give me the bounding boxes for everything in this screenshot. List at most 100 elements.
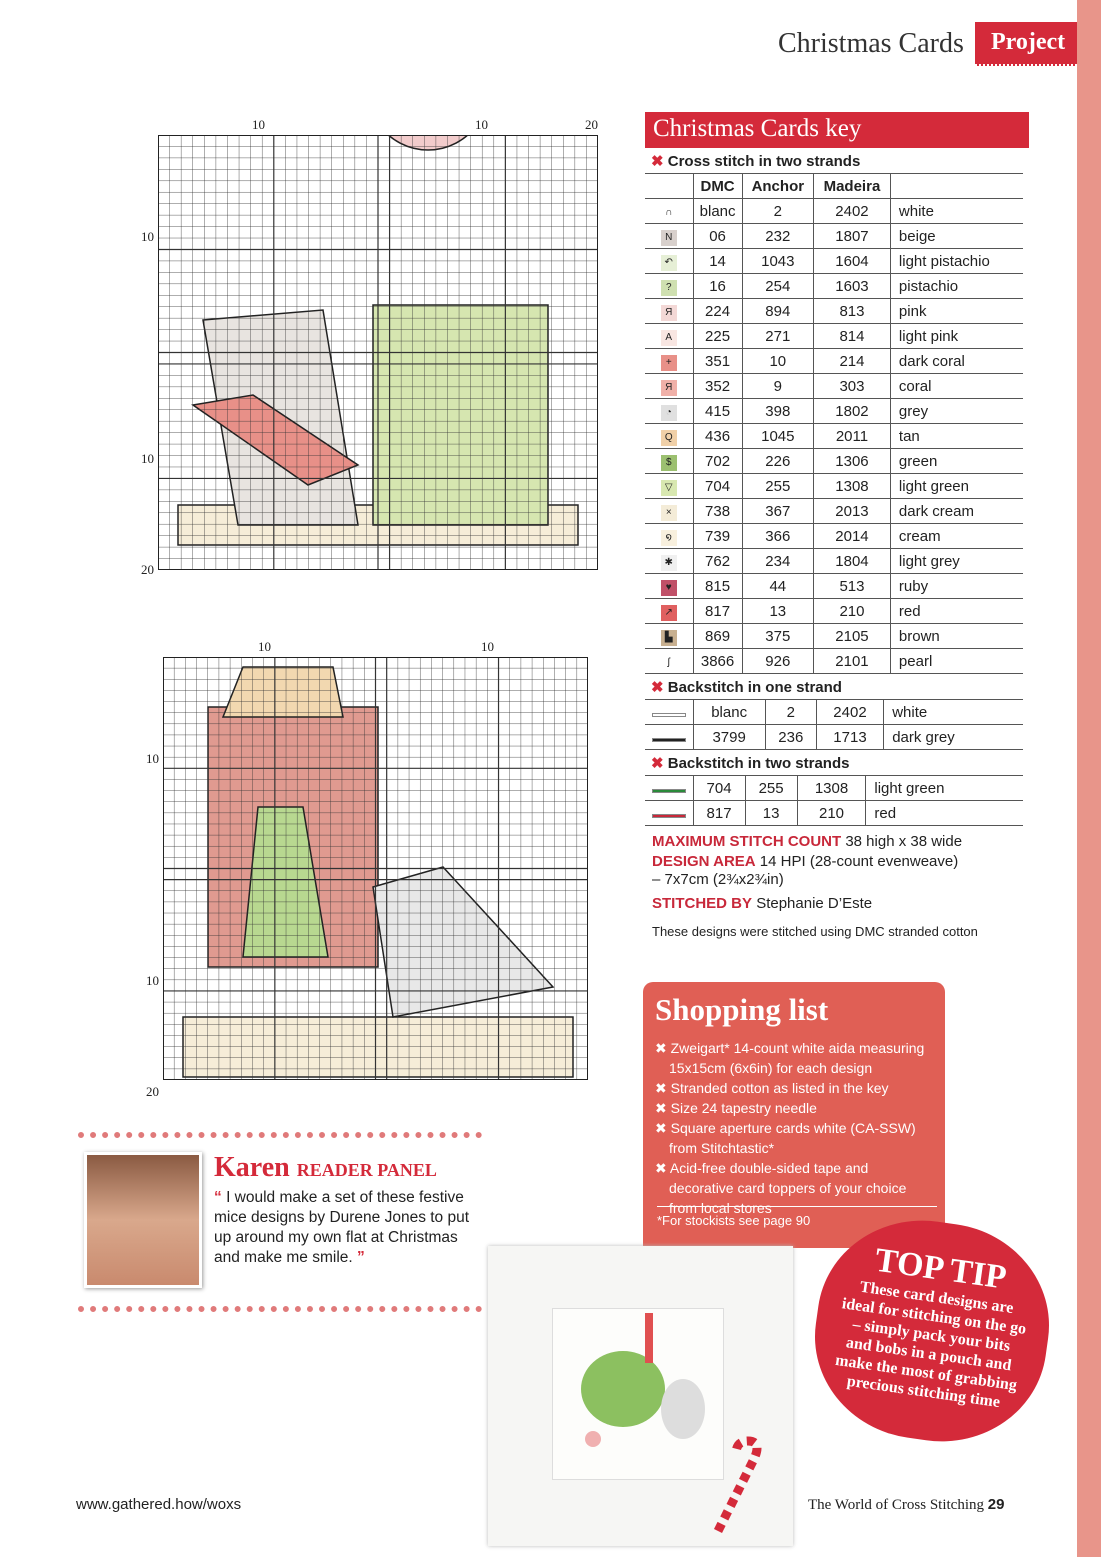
shopping-list: Shopping list ✖ Zweigart* 14-count white… [643,982,945,1248]
name-text: Karen [214,1152,290,1183]
shopping-item: ✖ Size 24 tapestry needle [655,1098,933,1118]
symbol-cell: ▽ [645,473,694,499]
backstitch-one-heading: ✖ Backstitch in one strand [645,674,1029,699]
symbol-swatch-icon: ↶ [660,254,677,271]
cell-anchor: 894 [742,298,814,324]
cell-anchor: 234 [742,548,814,574]
key-row: 817 13 210 red [645,800,1023,826]
key-row: Я 352 9 303 coral [645,373,1023,399]
magazine-name: The World of Cross Stitching [808,1497,985,1513]
card-aperture [552,1308,724,1480]
key-title: Christmas Cards key [645,112,1029,148]
symbol-cell: N [645,223,694,249]
symbol-swatch-icon: N [660,229,677,246]
symbol-cell: Я [645,373,694,399]
chart2-left-label: 10 [146,973,159,988]
chart1-left-label: 10 [141,229,154,244]
cell-anchor: 366 [742,523,814,549]
cell-anchor: 236 [765,724,817,750]
green-tree [242,806,329,958]
cell-madeira: 1308 [797,775,867,801]
key-row: ▽ 704 255 1308 light green [645,473,1023,499]
symbol-swatch-icon: ʃ [660,654,677,671]
cross-stitch-heading: ✖ Cross stitch in two strands [645,148,1029,173]
key-row: N 06 232 1807 beige [645,223,1023,249]
grey-mouse [372,866,555,1018]
key-row: ◔ 415 398 1802 grey [645,398,1023,424]
col-anchor: Anchor [742,173,814,199]
chart1-top-label: 10 [252,117,265,132]
cell-name: beige [890,223,1023,249]
cell-anchor: 254 [742,273,814,299]
stitched-by-value: Stephanie D’Este [756,895,873,912]
item-text: Acid-free double-sided tape and decorati… [669,1160,907,1216]
backstitch-line-icon [651,712,686,717]
section-title: Christmas Cards [778,28,964,59]
cell-dmc: 224 [693,298,743,324]
symbol-cell: ໑ [645,523,694,549]
cell-anchor: 44 [742,573,814,599]
area-size: – 7x7cm (2¾x2¾in) [652,871,784,888]
shopping-item: ✖ Zweigart* 14-count white aida measurin… [655,1038,933,1078]
cross-icon: ✖ [651,755,668,772]
shopping-item: ✖ Stranded cotton as listed in the key [655,1078,933,1098]
cell-name: light green [865,775,1023,801]
symbol-cell: ∩ [645,198,694,224]
cell-dmc: 817 [693,800,746,826]
reader-panel: Karen READER PANEL “ I would make a set … [78,1132,482,1312]
cell-madeira: 813 [813,298,891,324]
item-text: Size 24 tapestry needle [670,1100,817,1116]
symbol-swatch-icon: Q [660,429,677,446]
cell-name: pistachio [890,273,1023,299]
cell-name: light grey [890,548,1023,574]
candy-cane-icon [713,1436,762,1534]
cream-ground [182,1016,574,1078]
cell-madeira: 210 [797,800,867,826]
cell-anchor: 2 [742,198,814,224]
cell-name: light pistachio [890,248,1023,274]
backstitch-one-table: blanc 2 2402 white 3799 236 1713 dark grey [645,699,1023,750]
cross-icon: ✖ [651,679,668,696]
footer-url[interactable]: www.gathered.how/woxs [76,1496,242,1513]
key-row: ♥ 815 44 513 ruby [645,573,1023,599]
symbol-swatch-icon: ◔ [660,404,677,421]
reader-quote: “ I would make a set of these festive mi… [214,1188,476,1268]
symbol-cell: × [645,498,694,524]
symbol-swatch-icon: A [660,329,677,346]
cell-name: green [890,448,1023,474]
key-row: ? 16 254 1603 pistachio [645,273,1023,299]
key-row: ໑ 739 366 2014 cream [645,523,1023,549]
cell-dmc: 815 [693,573,743,599]
cell-dmc: 415 [693,398,743,424]
close-quote-icon: ” [352,1249,365,1266]
cell-dmc: 869 [693,623,743,649]
key-row: 3799 236 1713 dark grey [645,724,1023,750]
symbol-cell [645,724,694,750]
area-label: DESIGN AREA [652,853,756,870]
cell-madeira: 2402 [813,198,891,224]
key-row: ✱ 762 234 1804 light grey [645,548,1023,574]
cell-madeira: 1804 [813,548,891,574]
symbol-cell: $ [645,448,694,474]
cell-madeira: 814 [813,323,891,349]
cell-anchor: 271 [742,323,814,349]
cell-name: white [890,198,1023,224]
chart1-left-label: 10 [141,451,154,466]
chart1-top-label: 20 [585,117,598,132]
symbol-swatch-icon: × [660,504,677,521]
cell-name: cream [890,523,1023,549]
symbol-cell: ʃ [645,648,694,674]
cross-stitch-table: DMC Anchor Madeira ∩ blanc 2 2402 white N 06 23… [645,173,1023,674]
symbol-cell: Я [645,298,694,324]
cell-name: red [865,800,1023,826]
cell-name: pink [890,298,1023,324]
cell-dmc: 352 [693,373,743,399]
symbol-cell [645,775,694,801]
cell-madeira: 1802 [813,398,891,424]
symbol-swatch-icon: ▙ [660,629,677,646]
open-quote-icon: “ [214,1189,227,1206]
cell-madeira: 1807 [813,223,891,249]
cross-icon: ✖ [655,1080,671,1096]
cell-dmc: blanc [693,699,766,725]
symbol-cell: ✱ [645,548,694,574]
